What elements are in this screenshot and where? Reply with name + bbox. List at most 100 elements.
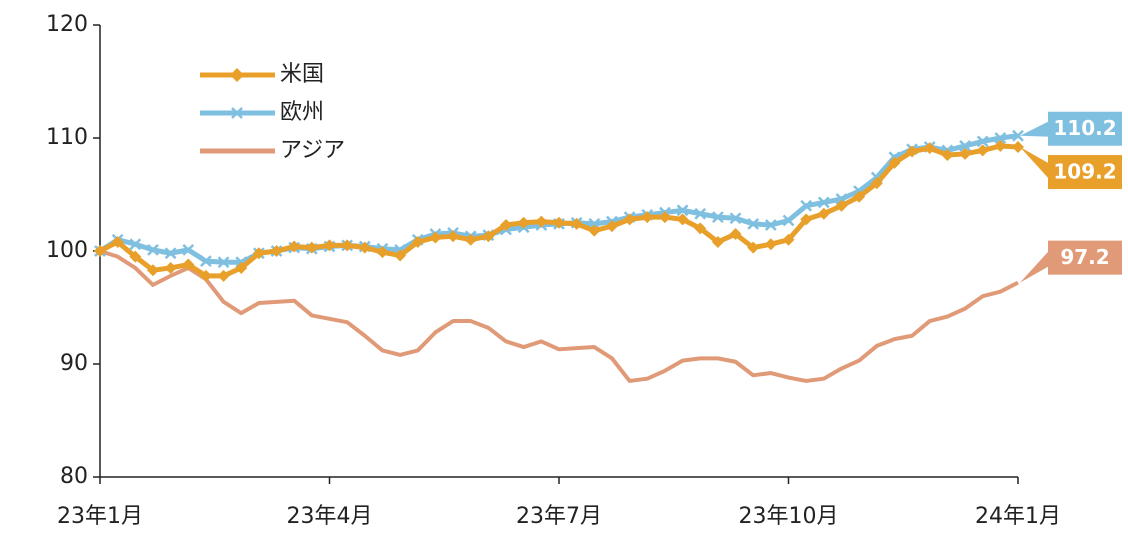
series-line: [98, 133, 1019, 265]
legend-marker: [231, 107, 243, 119]
legend-label: アジア: [280, 138, 345, 163]
marker: [747, 241, 760, 254]
marker: [535, 215, 548, 228]
end-label-pointer: [1020, 147, 1050, 181]
marker: [217, 269, 230, 282]
marker: [641, 211, 654, 224]
marker: [447, 230, 460, 243]
marker: [994, 139, 1007, 152]
marker: [164, 261, 177, 274]
marker: [764, 238, 777, 251]
end-label: 97.2: [1060, 245, 1109, 269]
end-label-box: [1048, 240, 1122, 275]
marker: [199, 269, 212, 282]
marker: [800, 199, 813, 212]
marker: [129, 250, 142, 263]
marker: [923, 142, 936, 155]
marker: [94, 245, 106, 257]
marker: [764, 219, 777, 231]
marker: [605, 220, 618, 233]
marker: [376, 246, 389, 259]
marker: [288, 240, 301, 253]
y-tick-label: 90: [60, 351, 88, 376]
marker: [323, 239, 336, 252]
marker: [976, 135, 989, 148]
marker: [711, 235, 724, 248]
marker: [129, 238, 142, 251]
marker: [817, 207, 830, 220]
marker: [694, 222, 707, 235]
marker: [941, 148, 954, 161]
series-line: [98, 143, 1019, 279]
end-label-box: [1048, 111, 1122, 146]
marker: [429, 231, 442, 244]
marker: [782, 233, 795, 246]
marker: [588, 224, 601, 237]
marker: [464, 233, 477, 246]
y-tick-label: 100: [46, 238, 88, 263]
marker: [694, 207, 707, 220]
marker: [729, 228, 742, 241]
x-tick-label: 23年4月: [287, 504, 373, 529]
marker: [217, 256, 230, 269]
marker: [182, 258, 195, 271]
marker: [111, 235, 124, 248]
marker: [959, 147, 972, 160]
marker: [959, 140, 971, 152]
marker: [782, 214, 795, 227]
end-label-pointer: [1020, 249, 1050, 283]
marker: [270, 245, 283, 257]
marker: [146, 264, 159, 277]
end-label-box: [1048, 155, 1122, 190]
marker: [817, 196, 830, 209]
legend-marker: [230, 68, 244, 82]
marker: [305, 241, 318, 254]
marker: [976, 144, 989, 157]
marker: [1012, 141, 1024, 154]
marker: [358, 241, 371, 254]
marker: [870, 177, 883, 190]
marker: [570, 217, 583, 230]
marker: [835, 199, 848, 212]
marker: [676, 204, 689, 217]
marker: [517, 216, 530, 229]
x-tick-label: 24年1月: [975, 504, 1061, 529]
end-label: 109.2: [1053, 160, 1116, 184]
marker: [853, 190, 866, 203]
marker: [252, 247, 265, 260]
marker: [482, 230, 495, 243]
marker: [747, 217, 760, 230]
marker: [888, 156, 901, 169]
marker: [200, 255, 212, 268]
marker: [182, 243, 195, 256]
marker: [394, 249, 407, 262]
x-tick-label: 23年1月: [57, 504, 143, 529]
x-tick-label: 23年10月: [739, 504, 839, 529]
marker: [712, 211, 724, 223]
end-label: 110.2: [1053, 116, 1116, 140]
legend-label: 米国: [280, 62, 324, 87]
series-line: [99, 249, 1019, 383]
marker: [1012, 129, 1024, 142]
y-tick-label: 110: [46, 125, 88, 150]
marker: [800, 213, 813, 226]
end-label-pointer: [1020, 120, 1050, 137]
marker: [906, 145, 919, 158]
marker: [676, 213, 689, 226]
y-tick-label: 120: [46, 12, 88, 37]
marker: [553, 216, 565, 229]
y-tick-label: 80: [60, 464, 88, 489]
legend-label: 欧州: [280, 100, 324, 125]
marker: [729, 212, 742, 225]
marker: [147, 243, 159, 256]
marker: [235, 261, 248, 274]
marker: [411, 235, 424, 248]
x-tick-label: 23年7月: [516, 504, 602, 529]
marker: [658, 211, 671, 224]
marker: [623, 213, 636, 226]
marker: [500, 219, 513, 232]
marker: [164, 247, 177, 260]
marker: [994, 132, 1007, 144]
marker: [341, 239, 354, 252]
